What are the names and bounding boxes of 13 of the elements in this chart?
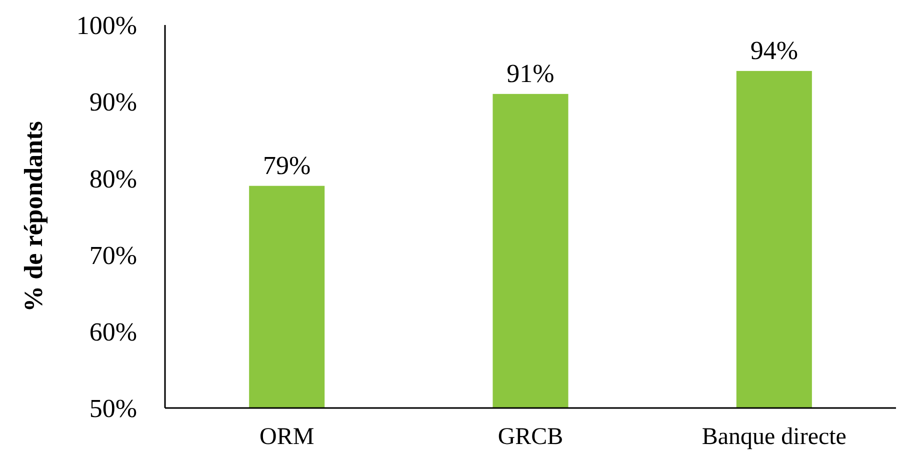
x-tick-label: GRCB: [498, 424, 564, 450]
x-tick-label: ORM: [259, 424, 314, 450]
y-axis-title: % de répondants: [19, 121, 48, 312]
data-label: 91%: [506, 58, 554, 88]
y-tick-label: 60%: [89, 318, 137, 346]
y-tick-label: 50%: [89, 394, 137, 424]
x-tick-label: Banque directe: [702, 424, 846, 450]
y-tick-label: 100%: [76, 11, 137, 40]
y-tick-label: 80%: [89, 164, 137, 194]
data-label: 79%: [262, 150, 311, 180]
data-label: 94%: [750, 36, 798, 65]
y-tick-label: 90%: [89, 88, 137, 117]
y-tick-label: 70%: [89, 240, 137, 270]
